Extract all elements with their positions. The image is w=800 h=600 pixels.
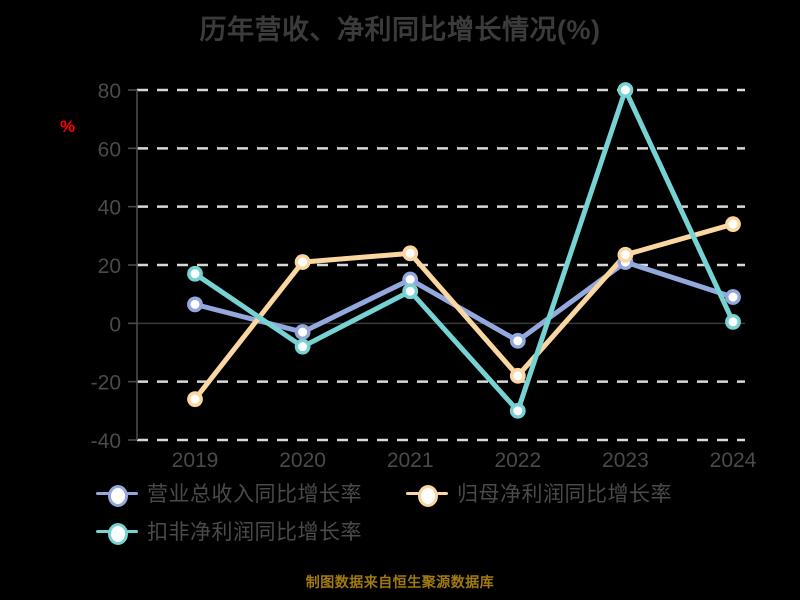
- data-source-note: 制图数据来自恒生聚源数据库: [305, 574, 495, 590]
- series-line: [192, 259, 736, 344]
- legend-label: 营业总收入同比增长率: [147, 483, 362, 506]
- data-point-marker[interactable]: [509, 332, 526, 349]
- data-point-marker[interactable]: [402, 283, 419, 300]
- x-axis-ticks: 2019 2020 2021 2022 2023 2024: [172, 449, 757, 472]
- legend-label: 归母净利润同比增长率: [457, 483, 672, 506]
- legend-dot: [108, 523, 128, 545]
- x-tick-label: 2022: [494, 449, 541, 472]
- legend-marker-icon: [96, 481, 138, 507]
- series-markers: [187, 82, 741, 419]
- data-point-marker[interactable]: [187, 296, 203, 313]
- legend-marker-icon: [96, 519, 138, 545]
- data-point-marker[interactable]: [725, 313, 741, 330]
- x-tick-label: 2019: [172, 449, 219, 472]
- y-tick-label: 40: [98, 197, 121, 220]
- chart-title: 历年营收、净利同比增长情况(%): [199, 15, 601, 45]
- data-point-marker[interactable]: [294, 254, 311, 270]
- data-point-marker[interactable]: [187, 391, 203, 408]
- legend-item-revenue-growth[interactable]: 营业总收入同比增长率: [96, 478, 362, 508]
- x-tick-label: 2023: [602, 449, 649, 472]
- y-tick-label: 0: [109, 313, 121, 336]
- data-point-marker[interactable]: [725, 216, 741, 233]
- x-tick-label: 2024: [710, 449, 757, 472]
- data-point-marker[interactable]: [294, 324, 311, 340]
- series-lines: [192, 87, 736, 414]
- legend-item-deducted-profit-growth[interactable]: 扣非净利润同比增长率: [96, 516, 362, 546]
- y-tick-label: -40: [91, 430, 121, 453]
- y-axis-unit-label: %: [60, 117, 76, 136]
- legend-dot: [108, 485, 128, 507]
- data-point-marker[interactable]: [294, 338, 311, 355]
- data-point-marker[interactable]: [617, 246, 634, 263]
- series-line: [192, 87, 736, 414]
- legend-row-1: 营业总收入同比增长率 归母净利润同比增长率: [96, 474, 796, 512]
- data-point-marker[interactable]: [509, 402, 526, 419]
- gridlines: [137, 88, 745, 442]
- x-tick-label: 2021: [387, 449, 434, 472]
- legend-dot: [418, 485, 438, 507]
- series-line: [192, 221, 736, 402]
- y-tick-label: -20: [91, 372, 121, 395]
- chart-legend: 营业总收入同比增长率 归母净利润同比增长率 扣非净利润同比增长率: [96, 474, 796, 550]
- legend-row-2: 扣非净利润同比增长率: [96, 512, 796, 550]
- y-tick-label: 80: [98, 80, 121, 103]
- data-point-marker[interactable]: [725, 289, 741, 305]
- y-tick-label: 60: [98, 138, 121, 161]
- data-point-marker[interactable]: [187, 265, 203, 282]
- legend-item-net-profit-growth[interactable]: 归母净利润同比增长率: [406, 478, 672, 508]
- data-point-marker[interactable]: [617, 82, 634, 98]
- legend-marker-icon: [406, 481, 448, 507]
- data-point-marker[interactable]: [509, 367, 526, 384]
- y-tick-label: 20: [98, 255, 121, 278]
- x-tick-label: 2020: [279, 449, 326, 472]
- legend-label: 扣非净利润同比增长率: [147, 521, 362, 544]
- y-axis-ticks: -40 -20 0 20 40 60 80: [91, 80, 137, 453]
- data-point-marker[interactable]: [402, 245, 419, 262]
